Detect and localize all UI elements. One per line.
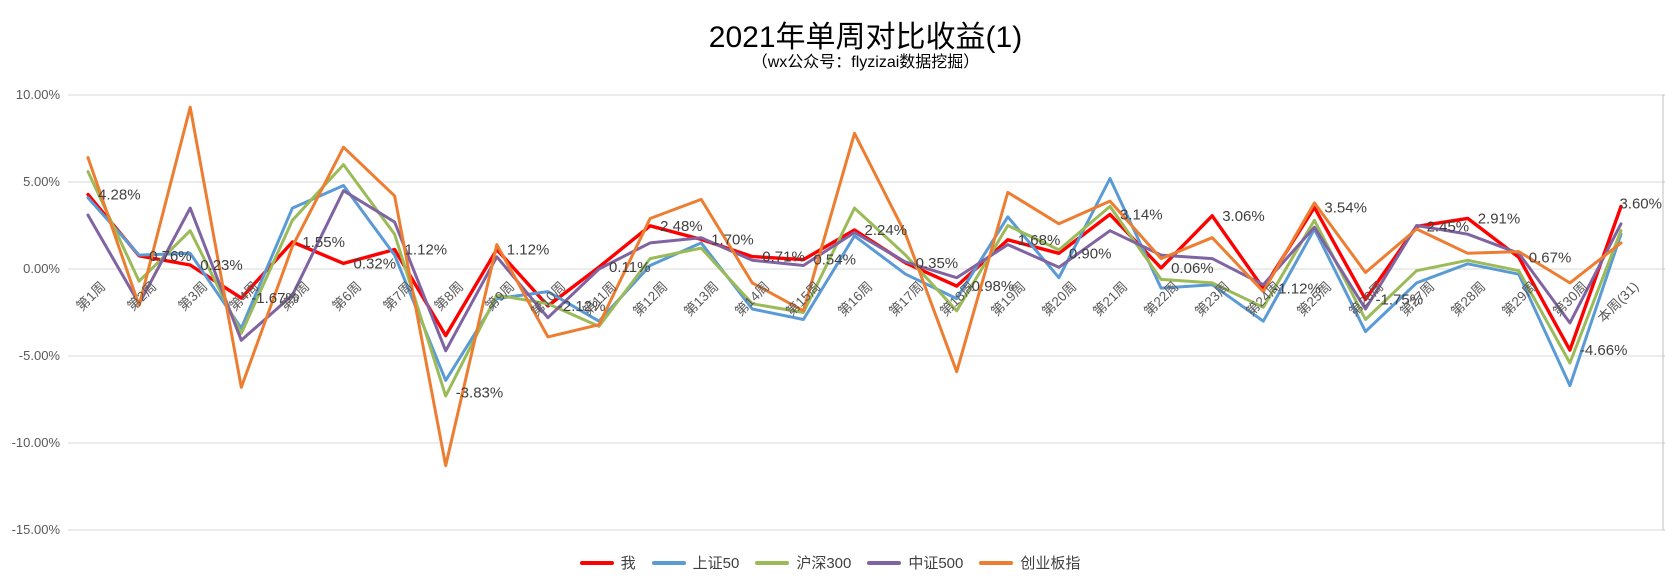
data-label: 1.70% — [711, 231, 754, 248]
data-label: 2.48% — [660, 218, 703, 235]
series-line-中证500[interactable] — [86, 189, 1623, 353]
legend-item-中证500[interactable]: 中证500 — [867, 552, 963, 573]
legend-label: 创业板指 — [1020, 555, 1081, 572]
legend-item-沪深300[interactable]: 沪深300 — [755, 552, 851, 573]
data-label: 0.11% — [609, 259, 650, 276]
data-label: -0.98% — [967, 278, 1015, 295]
legend-swatch-icon — [979, 560, 1014, 565]
series-line-上证50[interactable] — [86, 177, 1623, 388]
y-tick-label: 10.00% — [15, 87, 60, 102]
data-label: 0.76% — [149, 248, 192, 265]
data-label: 3.14% — [1120, 206, 1163, 223]
y-tick-label: -5.00% — [18, 348, 60, 363]
data-label: 0.35% — [916, 255, 959, 272]
chart-title: 2021年单周对比收益(1) — [708, 21, 1023, 54]
y-tick-label: 0.00% — [23, 261, 60, 276]
series-line-我[interactable] — [86, 192, 1623, 352]
legend: 我 上证50 沪深300 中证500 创业板指 — [40, 552, 1620, 573]
data-label: 1.12% — [405, 242, 448, 259]
data-label: 0.32% — [354, 255, 397, 272]
data-label: 0.67% — [1529, 249, 1572, 266]
data-label: 3.06% — [1222, 208, 1265, 225]
y-tick-label: -15.00% — [11, 522, 60, 537]
legend-label: 上证50 — [692, 555, 740, 572]
data-label: 3.54% — [1324, 199, 1367, 216]
data-label: 0.90% — [1069, 245, 1112, 262]
chart-subtitle: （wx公众号：flyzizai数据挖掘） — [751, 54, 980, 71]
data-label: 3.60% — [1619, 195, 1662, 212]
legend-item-创业板指[interactable]: 创业板指 — [979, 552, 1080, 573]
legend-label: 沪深300 — [796, 555, 852, 572]
data-label: -3.83% — [456, 385, 504, 402]
data-label: -4.66% — [1580, 342, 1628, 359]
y-tick-label: 5.00% — [23, 174, 60, 189]
legend-label: 我 — [620, 555, 636, 572]
data-label: -1.67% — [251, 290, 299, 307]
data-label: -1.75% — [1376, 291, 1424, 308]
series-line-沪深300[interactable] — [86, 163, 1623, 398]
legend-swatch-icon — [579, 560, 614, 565]
data-label: 0.23% — [200, 257, 243, 274]
data-label: -2.12% — [558, 298, 606, 315]
data-label: 0.06% — [1171, 260, 1214, 277]
data-label: 0.71% — [762, 249, 805, 266]
data-label: 4.28% — [98, 187, 141, 204]
data-label: -1.12% — [1273, 280, 1321, 297]
data-label: 1.12% — [507, 242, 550, 259]
data-label: 1.68% — [1018, 232, 1061, 249]
y-tick-label: -10.00% — [11, 435, 60, 450]
legend-item-我[interactable]: 我 — [579, 552, 636, 573]
legend-swatch-icon — [867, 560, 902, 565]
legend-item-上证50[interactable]: 上证50 — [651, 552, 740, 573]
data-label: 2.45% — [1427, 218, 1470, 235]
legend-label: 中证500 — [908, 555, 964, 572]
legend-swatch-icon — [651, 560, 686, 565]
data-label: 2.24% — [865, 222, 908, 239]
data-label: 2.91% — [1478, 210, 1521, 227]
series-line-创业板指[interactable] — [86, 105, 1623, 468]
legend-swatch-icon — [755, 560, 790, 565]
data-label: 0.54% — [813, 252, 856, 269]
data-label: 1.55% — [302, 234, 345, 251]
